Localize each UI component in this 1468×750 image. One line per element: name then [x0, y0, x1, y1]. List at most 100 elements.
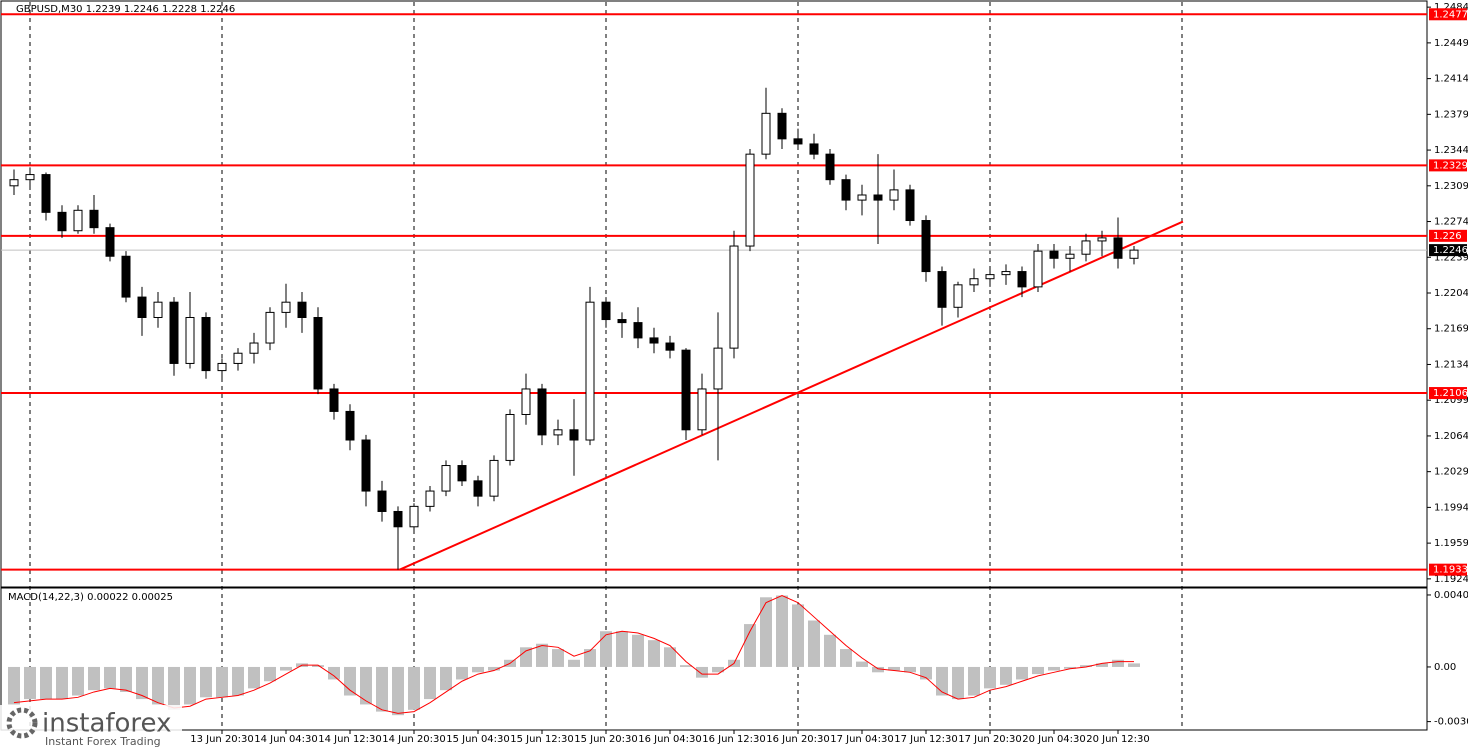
macd-bar — [840, 649, 852, 667]
x-tick-label: 16 Jun 12:30 — [702, 734, 766, 745]
candle-body — [345, 410, 355, 441]
candle-body — [825, 153, 835, 181]
y-tick-label: 1.2379 — [1434, 109, 1468, 120]
candle-body — [761, 112, 771, 155]
macd-bar — [24, 666, 36, 700]
macd-bar — [1016, 666, 1028, 680]
candle-body — [313, 317, 323, 390]
candle-body — [841, 179, 851, 201]
candle-body — [265, 311, 275, 344]
y-tick-label: 1.2344 — [1434, 145, 1468, 156]
x-tick-label: 17 Jun 04:30 — [830, 734, 894, 745]
level-label-bg — [1429, 387, 1467, 400]
x-tick-label: 13 Jun 20:30 — [190, 734, 254, 745]
macd-bar — [248, 666, 260, 689]
price-panel-frame — [0, 0, 1428, 588]
macd-bar — [392, 666, 404, 716]
macd-bar — [888, 666, 900, 671]
macd-bar — [408, 666, 420, 710]
candle-body — [281, 301, 291, 313]
macd-bar — [696, 666, 708, 678]
candle-body — [137, 296, 147, 319]
candle-body — [905, 189, 915, 222]
macd-bar — [664, 647, 676, 667]
macd-y-tick-label: 0.00 — [1434, 662, 1456, 673]
macd-bar — [488, 666, 500, 671]
candle-body — [777, 112, 787, 140]
macd-bar — [216, 666, 228, 698]
candle-body — [233, 352, 243, 364]
candle-body — [1033, 250, 1043, 288]
y-tick-label: 1.1924 — [1434, 574, 1468, 585]
macd-bar — [456, 666, 468, 680]
logo-bg — [0, 705, 182, 750]
candle-body — [57, 211, 67, 232]
candle-body — [505, 413, 515, 461]
candle-body — [169, 301, 179, 364]
macd-bar — [168, 666, 180, 710]
current-price-label-bg — [1429, 244, 1467, 257]
macd-bar — [312, 665, 324, 667]
trendline — [399, 220, 1184, 571]
macd-bar — [152, 666, 164, 705]
y-tick-label: 1.2239 — [1434, 252, 1468, 263]
y-tick-label: 1.2204 — [1434, 288, 1468, 299]
x-tick-label: 15 Jun 12:30 — [510, 734, 574, 745]
candle-body — [489, 459, 499, 497]
macd-bar — [648, 640, 660, 667]
candle-body — [201, 317, 211, 372]
macd-bar — [520, 647, 532, 667]
y-tick-label: 1.2169 — [1434, 324, 1468, 335]
x-tick-label: 20 Jun 12:30 — [1086, 734, 1150, 745]
macd-bar — [264, 666, 276, 682]
x-tick-label: 20 Jun 04:30 — [1022, 734, 1086, 745]
macd-bar — [904, 666, 916, 673]
macd-bar — [552, 649, 564, 667]
macd-bar — [584, 649, 596, 667]
macd-y-tick-label: -0.00306 — [1434, 717, 1468, 728]
macd-bar — [776, 595, 788, 667]
macd-bar — [536, 643, 548, 667]
candle-body — [537, 388, 547, 436]
candle-body — [633, 322, 643, 339]
candle-body — [361, 439, 371, 492]
candle-body — [809, 143, 819, 155]
candle-body — [649, 337, 659, 344]
x-tick-label: 16 Jun 20:30 — [766, 734, 830, 745]
candle-body — [793, 138, 803, 145]
candle-body — [1097, 237, 1107, 242]
level-label: 1.2477 — [1433, 9, 1468, 20]
candle-body — [393, 510, 403, 528]
candle-body — [105, 227, 115, 257]
y-tick-label: 1.1994 — [1434, 502, 1468, 513]
level-label-bg — [1429, 159, 1467, 172]
macd-bar — [1000, 666, 1012, 685]
y-tick-label: 1.1959 — [1434, 538, 1468, 549]
macd-bar — [968, 666, 980, 696]
macd-bar — [376, 666, 388, 712]
level-label: 1.1933 — [1433, 565, 1468, 576]
macd-panel-frame — [0, 587, 1428, 731]
level-label-bg — [1429, 563, 1467, 576]
macd-bar — [936, 666, 948, 696]
level-label: 1.2329 — [1433, 160, 1468, 171]
macd-bar — [88, 666, 100, 691]
y-tick-label: 1.2134 — [1434, 359, 1468, 370]
macd-bar — [424, 666, 436, 700]
candle-body — [1017, 271, 1027, 288]
macd-bar — [232, 666, 244, 696]
macd-bar — [792, 604, 804, 667]
candle-body — [409, 505, 419, 528]
macd-bar — [1128, 663, 1140, 667]
candle-body — [617, 319, 627, 324]
candle-body — [1001, 271, 1011, 276]
candle-body — [297, 301, 307, 319]
x-tick-label: 17 Jun 20:30 — [958, 734, 1022, 745]
macd-bar — [344, 666, 356, 696]
candle-body — [185, 317, 195, 364]
candle-body — [697, 388, 707, 431]
candle-body — [153, 301, 163, 319]
macd-bar — [616, 631, 628, 667]
macd-bar — [824, 634, 836, 667]
